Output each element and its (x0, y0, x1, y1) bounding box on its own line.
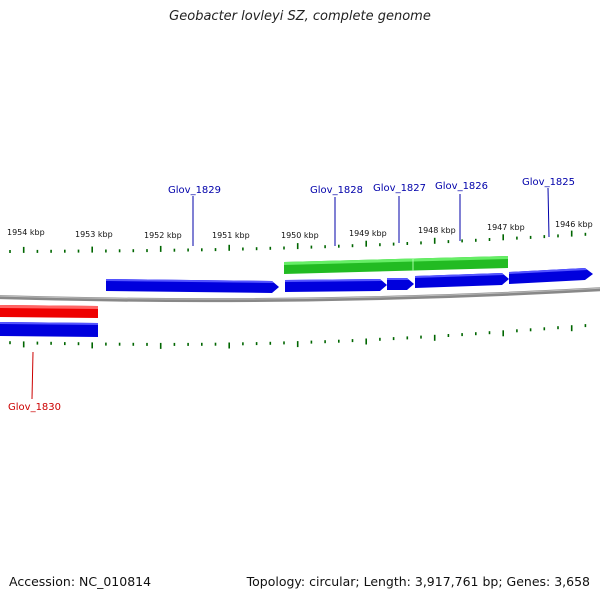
gene-label[interactable]: Glov_1830 (8, 402, 61, 413)
gene-green-block[interactable] (284, 256, 508, 274)
gene-label[interactable]: Glov_1826 (435, 181, 488, 192)
tick-row-top (9, 230, 587, 253)
gene-label[interactable]: Glov_1827 (373, 183, 426, 194)
scale-label: 1954 kbp (7, 228, 45, 237)
scale-label: 1950 kbp (281, 231, 319, 240)
scale-label: 1953 kbp (75, 230, 113, 239)
genome-backbone-highlight (0, 287, 600, 300)
genome-stats-text: Topology: circular; Length: 3,917,761 bp… (246, 574, 590, 589)
gene-Glov_1830-reverse[interactable] (0, 305, 98, 318)
gene-Glov_1829[interactable] (106, 279, 279, 293)
genome-title: Geobacter lovleyi SZ, complete genome (169, 9, 431, 24)
gene-Glov_1827[interactable] (387, 278, 414, 290)
scale-label: 1946 kbp (555, 220, 593, 229)
tick-row-bottom (9, 324, 587, 349)
gene-leader-lines (31, 187, 550, 400)
gene-label[interactable]: Glov_1829 (168, 185, 221, 196)
scale-label: 1951 kbp (212, 231, 250, 240)
accession-text: Accession: NC_010814 (9, 574, 152, 589)
gene-labels: Glov_1829 Glov_1828 Glov_1827 Glov_1826 … (8, 177, 575, 413)
scale-label: 1949 kbp (349, 229, 387, 238)
gene-Glov_1825[interactable] (509, 268, 593, 284)
scale-label: 1947 kbp (487, 223, 525, 232)
gene-label[interactable]: Glov_1828 (310, 185, 363, 196)
scale-labels: 1954 kbp 1953 kbp 1952 kbp 1951 kbp 1950… (7, 220, 593, 240)
gene-Glov_1826[interactable] (415, 273, 509, 288)
scale-label: 1948 kbp (418, 226, 456, 235)
genome-backbone (0, 287, 600, 303)
gene-Glov_1828[interactable] (285, 279, 387, 292)
gene-label[interactable]: Glov_1825 (522, 177, 575, 188)
scale-label: 1952 kbp (144, 231, 182, 240)
gene-Glov_1830-lower[interactable] (0, 322, 98, 337)
